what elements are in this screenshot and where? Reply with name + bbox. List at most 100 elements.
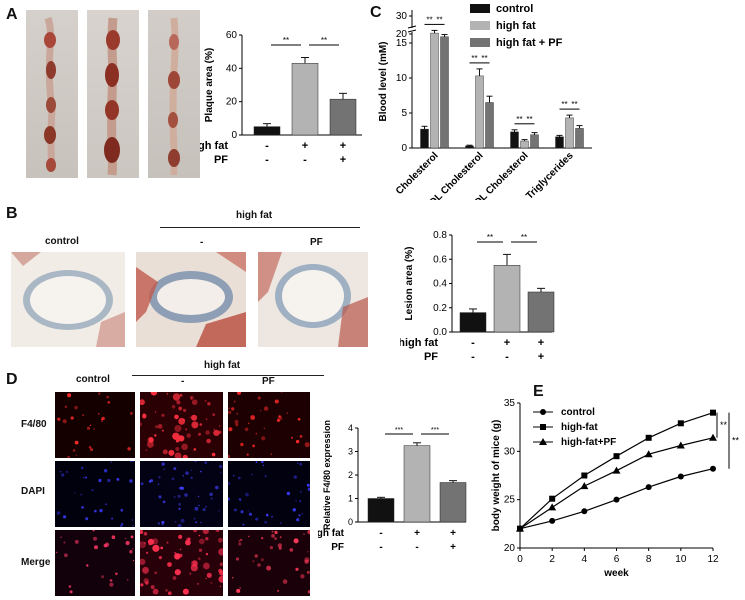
panel-label-d: D: [6, 371, 18, 388]
treatment-mark: +: [414, 528, 420, 539]
x-tick-label: 12: [707, 554, 719, 565]
significance-label: **: [487, 233, 493, 242]
y-tick-label: 35: [504, 398, 516, 409]
legend-label: control: [496, 3, 533, 15]
f480-high-fat-image: [140, 392, 223, 458]
y-tick-label: 25: [504, 495, 516, 506]
d-row-dapi: DAPI: [21, 486, 45, 497]
f480-control-image: [55, 392, 135, 458]
legend-label: high fat: [496, 20, 536, 32]
bar-high-fat: [520, 140, 529, 149]
series-line-high-fat-PF: [519, 437, 714, 530]
y-tick-label: 5: [401, 108, 407, 119]
series-point-high-fat: [677, 420, 684, 427]
bar-high-fat-pf: [527, 291, 555, 333]
treatment-mark: +: [340, 140, 346, 152]
fluorescence-texture: [228, 461, 310, 526]
axis-break-mark: [407, 29, 417, 33]
y-tick-label: 30: [504, 446, 516, 457]
x-tick-label: 4: [582, 554, 588, 565]
treatment-mark: +: [302, 140, 308, 152]
f480-expression-chart: 0 1 2 3 4 Relative F4/80 expression *** *** high…: [318, 420, 467, 553]
treatment-mark: -: [379, 542, 382, 553]
y-tick-label: 15: [396, 38, 408, 49]
significance-label: **: [561, 100, 567, 109]
aorta-photo-high-fat: [87, 10, 139, 178]
treatment-label: PF: [424, 351, 438, 363]
treatment-mark: +: [340, 154, 346, 166]
legend-label: high-fat+PF: [561, 437, 616, 448]
y-axis-label: body weight of mice (g): [491, 420, 502, 532]
body-weight-chart: 20 25 30 35 0 2 4 6 8 10 12 week body weight of mice…: [491, 398, 740, 579]
bar-high-fat-PF: [530, 134, 539, 149]
panel-label-c: C: [370, 4, 382, 21]
legend-label: control: [561, 407, 595, 418]
legend-marker: [540, 424, 546, 430]
y-tick-label: 0.0: [433, 327, 447, 338]
dapi-high-fat-pf-image: [228, 461, 310, 527]
d-label-minus: -: [181, 376, 185, 387]
x-tick-label: 2: [549, 554, 555, 565]
series-point-high-fat: [710, 409, 716, 416]
series-point-high-fat-PF: [548, 503, 557, 511]
y-tick-label: 3: [348, 447, 353, 457]
histology-high-fat: [136, 252, 246, 347]
y-tick-label: 0: [348, 517, 353, 527]
fluorescence-texture: [55, 530, 135, 594]
panel-label-b: B: [6, 205, 18, 222]
y-tick-label: 0: [231, 130, 237, 141]
y-tick-label: 0.4: [433, 279, 447, 290]
y-axis-label: Plaque area (%): [204, 48, 215, 122]
treatment-mark: -: [265, 140, 269, 152]
y-tick-label: 40: [226, 63, 238, 74]
dapi-control-image: [55, 461, 135, 527]
x-tick-label: Triglycerides: [524, 150, 576, 200]
lesion-area-chart: 0.0 0.2 0.4 0.6 0.8 Lesion area (%) ** ** high f…: [400, 230, 555, 363]
series-point-control: [613, 496, 620, 503]
significance-label: **: [283, 36, 289, 45]
f480-high-fat-pf-image: [228, 392, 310, 458]
merge-high-fat-image: [140, 530, 223, 596]
significance-label: **: [516, 115, 522, 124]
significance-label: **: [321, 36, 327, 45]
series-point-high-fat-PF: [516, 524, 524, 532]
series-point-high-fat-PF: [709, 433, 717, 441]
y-tick-label: 1: [348, 494, 353, 504]
b-label-control: control: [45, 236, 79, 247]
series-point-high-fat-PF: [612, 466, 621, 474]
fluorescence-texture: [140, 530, 223, 595]
series-point-high-fat-PF: [644, 450, 653, 458]
series-point-control: [677, 473, 684, 480]
bar-control: [555, 136, 564, 149]
bar-control: [420, 128, 429, 149]
y-tick-label: 20: [396, 29, 408, 40]
y-tick-label: 0.8: [433, 230, 447, 241]
bar-high-fat: [291, 63, 319, 136]
d-label-high-fat: high fat: [204, 360, 241, 371]
y-tick-label: 30: [396, 11, 408, 22]
treatment-mark: -: [265, 154, 269, 166]
y-tick-label: 4: [348, 423, 353, 433]
significance-label: ***: [395, 427, 403, 434]
d-label-pf: PF: [262, 376, 275, 387]
significance-label: **: [471, 54, 477, 63]
b-label-pf: PF: [310, 237, 323, 248]
significance-label: **: [720, 420, 728, 430]
bar-high-fat-PF: [575, 128, 584, 149]
x-tick-label: 8: [646, 554, 652, 565]
legend-swatch: [470, 4, 490, 13]
treatment-mark: +: [450, 528, 456, 539]
legend-label: high fat + PF: [496, 37, 563, 49]
treatment-mark: -: [303, 154, 307, 166]
treatment-mark: -: [505, 351, 509, 363]
series-point-high-fat: [645, 434, 652, 441]
y-tick-label: 0: [401, 143, 407, 154]
panel-label-e: E: [533, 383, 544, 400]
y-axis-label: Relative F4/80 expression: [322, 420, 332, 530]
treatment-label: PF: [331, 542, 344, 553]
b-label-minus: -: [200, 237, 204, 248]
bar-high-fat-PF: [440, 36, 449, 149]
treatment-mark: -: [471, 337, 475, 349]
x-tick-label: 10: [675, 554, 687, 565]
treatment-mark: -: [415, 542, 418, 553]
